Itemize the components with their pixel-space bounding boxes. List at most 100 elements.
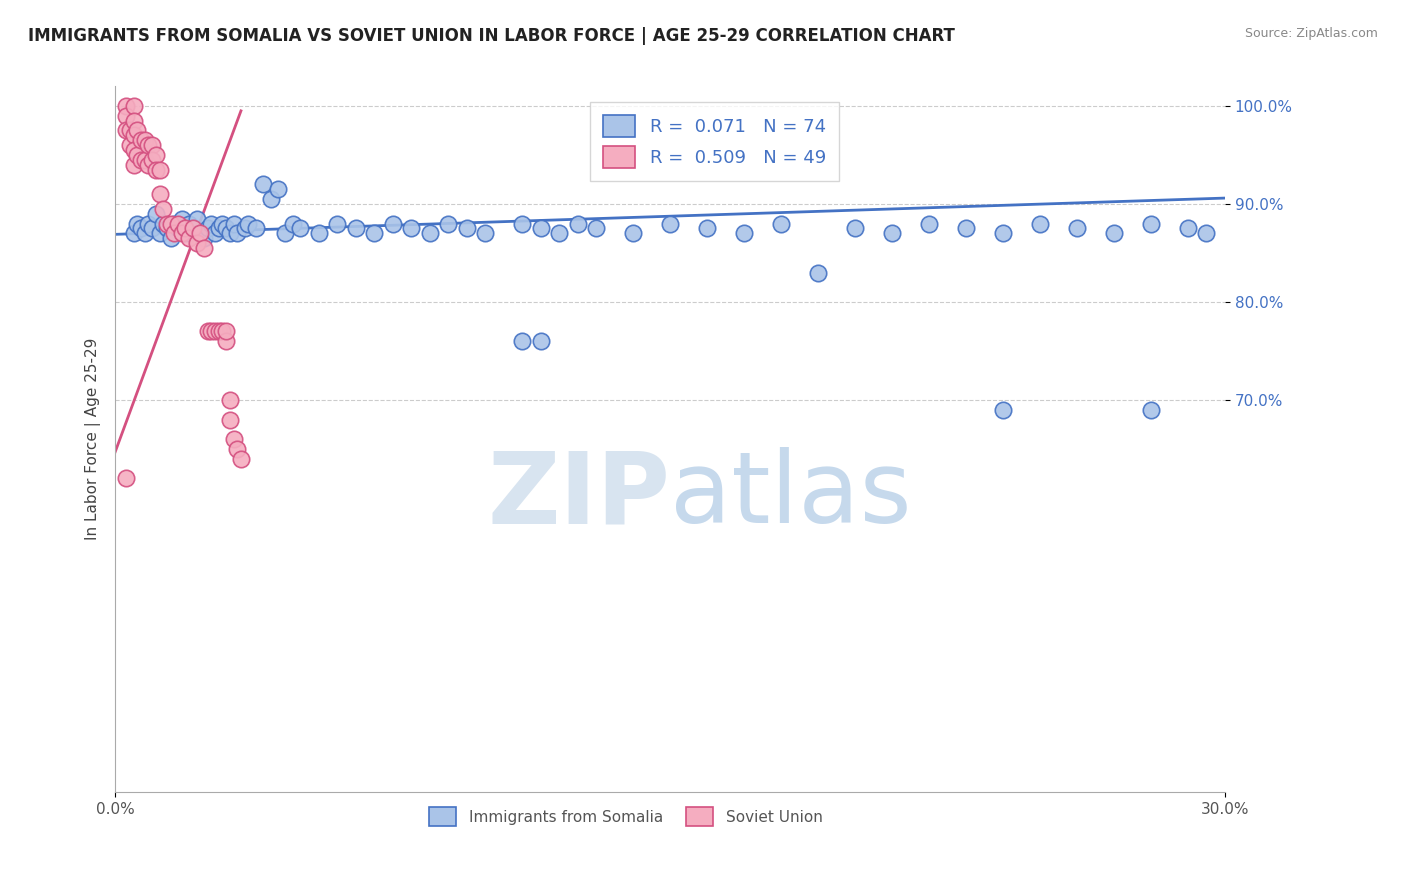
Point (211, 324, 233, 338)
Text: IMMIGRANTS FROM SOMALIA VS SOVIET UNION IN LABOR FORCE | AGE 25-29 CORRELATION C: IMMIGRANTS FROM SOMALIA VS SOVIET UNION … (28, 27, 955, 45)
Point (134, 227, 156, 241)
Point (363, 227, 385, 241)
Point (186, 211, 208, 226)
Point (215, 324, 238, 338)
Point (991, 227, 1014, 241)
Point (218, 412, 240, 426)
Point (880, 227, 903, 241)
Point (148, 162, 170, 177)
Point (567, 217, 589, 231)
Point (510, 217, 533, 231)
Point (222, 432, 245, 446)
Point (145, 207, 167, 221)
Point (138, 138, 160, 153)
Point (179, 231, 201, 245)
Point (769, 217, 792, 231)
Point (163, 217, 186, 231)
Point (148, 187, 170, 202)
Text: ZIP: ZIP (486, 447, 671, 544)
Point (1066, 221, 1088, 235)
Text: Source: ZipAtlas.com: Source: ZipAtlas.com (1244, 27, 1378, 40)
Point (437, 217, 460, 231)
Point (115, 123, 138, 137)
Point (281, 217, 304, 231)
Point (548, 227, 571, 241)
Point (733, 227, 755, 241)
Point (188, 227, 211, 241)
Point (129, 133, 152, 147)
Point (188, 227, 211, 241)
Point (181, 221, 204, 235)
Point (381, 217, 404, 231)
Point (200, 324, 222, 338)
Point (419, 227, 441, 241)
Point (186, 236, 208, 251)
Point (179, 217, 201, 231)
Point (170, 211, 193, 226)
Point (167, 217, 190, 231)
Point (152, 202, 174, 216)
Point (122, 113, 145, 128)
Point (222, 217, 245, 231)
Point (1140, 217, 1163, 231)
Point (122, 143, 145, 157)
Point (181, 221, 204, 235)
Y-axis label: In Labor Force | Age 25-29: In Labor Force | Age 25-29 (86, 338, 101, 541)
Point (218, 392, 240, 407)
Point (118, 123, 141, 137)
Point (134, 133, 156, 147)
Point (156, 217, 179, 231)
Point (510, 334, 533, 348)
Point (197, 221, 219, 235)
Point (174, 227, 197, 241)
Point (148, 227, 170, 241)
Point (259, 192, 281, 206)
Point (211, 217, 233, 231)
Point (174, 221, 197, 235)
Point (208, 324, 231, 338)
Point (529, 221, 551, 235)
Point (159, 231, 181, 245)
Point (1102, 227, 1125, 241)
Point (267, 182, 290, 196)
Point (122, 227, 145, 241)
Point (127, 123, 149, 137)
Point (127, 148, 149, 162)
Point (233, 221, 256, 235)
Point (122, 128, 145, 143)
Point (245, 221, 267, 235)
Point (1140, 402, 1163, 417)
Point (274, 227, 297, 241)
Point (115, 109, 138, 123)
Point (170, 227, 193, 241)
Point (955, 221, 977, 235)
Point (226, 442, 249, 456)
Point (288, 221, 311, 235)
Point (229, 451, 252, 466)
Point (1029, 217, 1052, 231)
Point (344, 221, 367, 235)
Point (659, 217, 682, 231)
Point (204, 227, 226, 241)
Point (129, 153, 152, 167)
Point (145, 162, 167, 177)
Point (122, 158, 145, 172)
Point (138, 217, 160, 231)
Point (399, 221, 422, 235)
Point (585, 221, 607, 235)
Point (122, 99, 145, 113)
Text: atlas: atlas (671, 447, 911, 544)
Point (204, 324, 226, 338)
Point (152, 217, 174, 231)
Point (1177, 221, 1199, 235)
Point (238, 217, 260, 231)
Point (208, 221, 231, 235)
Point (1195, 227, 1218, 241)
Point (621, 227, 644, 241)
Point (141, 153, 163, 167)
Point (252, 178, 274, 192)
Point (215, 221, 238, 235)
Point (197, 324, 219, 338)
Point (226, 227, 249, 241)
Point (115, 99, 138, 113)
